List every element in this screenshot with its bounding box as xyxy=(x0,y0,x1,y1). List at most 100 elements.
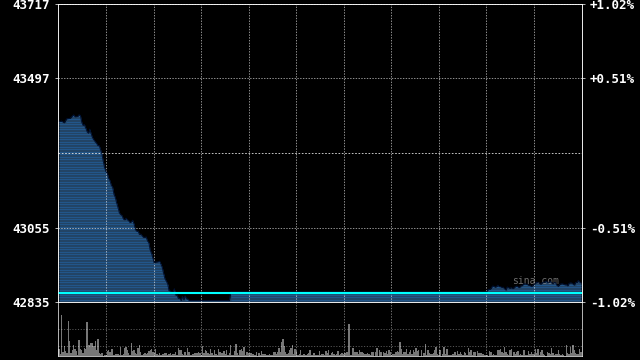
Bar xyxy=(228,353,230,356)
Bar xyxy=(408,352,410,356)
Bar xyxy=(429,354,430,356)
Bar xyxy=(151,348,152,356)
Bar xyxy=(474,352,476,356)
Bar xyxy=(323,355,324,356)
Bar xyxy=(172,354,173,356)
Bar xyxy=(97,338,99,356)
Bar xyxy=(206,351,207,356)
Bar xyxy=(548,353,550,356)
Bar xyxy=(321,354,323,356)
Bar xyxy=(207,352,209,356)
Bar xyxy=(478,353,480,356)
Bar xyxy=(380,352,381,356)
Bar xyxy=(436,354,438,356)
Bar xyxy=(162,355,163,356)
Bar xyxy=(70,353,72,356)
Bar xyxy=(412,354,413,356)
Bar xyxy=(101,353,102,356)
Bar xyxy=(390,352,391,356)
Bar xyxy=(195,353,196,356)
Bar xyxy=(522,355,523,356)
Bar xyxy=(331,353,332,356)
Bar xyxy=(571,353,572,356)
Bar xyxy=(241,349,242,356)
Bar xyxy=(364,354,365,356)
Bar xyxy=(265,354,266,356)
Bar xyxy=(234,351,236,356)
Bar xyxy=(309,350,310,356)
Bar xyxy=(531,352,532,356)
Bar xyxy=(225,354,226,356)
Bar xyxy=(191,355,193,356)
Bar xyxy=(434,351,435,356)
Bar xyxy=(261,351,262,356)
Bar xyxy=(187,348,188,356)
Bar xyxy=(245,355,246,356)
Bar xyxy=(250,353,252,356)
Bar xyxy=(352,348,353,356)
Bar xyxy=(391,355,392,356)
Bar xyxy=(578,354,579,356)
Bar xyxy=(497,350,499,356)
Bar xyxy=(480,353,481,356)
Bar xyxy=(342,353,343,356)
Bar xyxy=(184,352,186,356)
Bar xyxy=(454,352,456,356)
Bar xyxy=(383,352,385,356)
Bar xyxy=(376,348,378,356)
Bar xyxy=(204,354,205,356)
Bar xyxy=(440,350,441,356)
Bar xyxy=(60,354,61,356)
Bar xyxy=(136,354,138,356)
Bar xyxy=(536,354,538,356)
Bar xyxy=(145,354,147,356)
Bar xyxy=(171,355,172,356)
Bar xyxy=(180,350,182,356)
Bar xyxy=(528,351,529,356)
Bar xyxy=(415,348,417,356)
Bar xyxy=(481,353,483,356)
Bar xyxy=(563,355,564,356)
Bar xyxy=(418,350,419,356)
Bar xyxy=(317,355,319,356)
Bar xyxy=(270,355,272,356)
Bar xyxy=(79,340,80,356)
Bar xyxy=(289,350,291,356)
Bar xyxy=(401,349,402,356)
Bar xyxy=(305,355,307,356)
Bar xyxy=(190,355,191,356)
Bar xyxy=(173,354,175,356)
Bar xyxy=(312,355,314,356)
Bar xyxy=(433,353,434,356)
Bar xyxy=(467,355,468,356)
Bar xyxy=(518,355,520,356)
Bar xyxy=(262,354,264,356)
Bar xyxy=(566,345,567,356)
Bar xyxy=(468,348,469,356)
Bar xyxy=(266,355,268,356)
Bar xyxy=(227,355,228,356)
Bar xyxy=(293,354,294,356)
Bar xyxy=(397,351,398,356)
Bar xyxy=(456,355,457,356)
Bar xyxy=(298,354,300,356)
Bar xyxy=(291,348,292,356)
Bar xyxy=(557,350,559,356)
Bar xyxy=(276,354,277,356)
Bar xyxy=(95,341,96,356)
Bar xyxy=(133,350,135,356)
Bar xyxy=(152,352,154,356)
Bar xyxy=(222,353,223,356)
Bar xyxy=(527,355,528,356)
Bar xyxy=(517,351,518,356)
Bar xyxy=(446,349,447,356)
Bar xyxy=(88,345,89,356)
Bar xyxy=(484,355,485,356)
Bar xyxy=(520,354,522,356)
Bar xyxy=(129,355,131,356)
Bar xyxy=(442,354,444,356)
Bar xyxy=(111,350,112,356)
Bar xyxy=(156,354,157,356)
Bar xyxy=(344,353,346,356)
Bar xyxy=(347,352,348,356)
